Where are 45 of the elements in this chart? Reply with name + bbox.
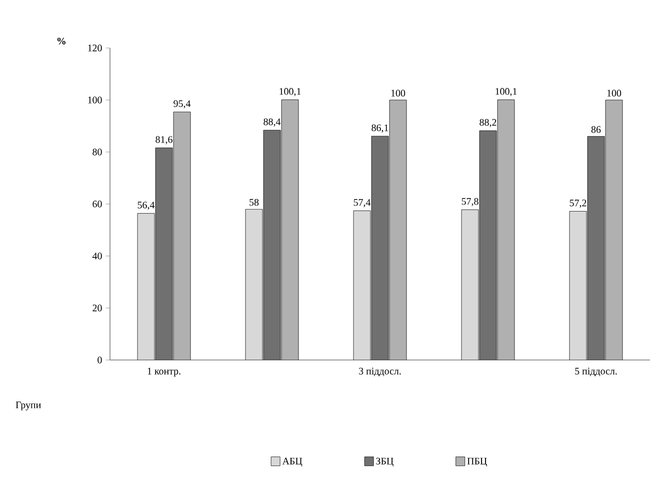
bar [480,130,497,360]
bar [569,211,587,360]
data-label: 56,4 [138,202,155,210]
y-tick-label: 80 [92,148,102,156]
legend-label: ПБЦ [467,458,487,466]
bar [138,213,154,360]
bar [390,100,407,360]
bar [498,100,515,360]
bar [264,130,281,360]
bar [462,210,479,360]
y-tick-label: 60 [92,200,102,208]
bar [174,112,190,360]
bar [246,209,263,360]
y-tick-label: 120 [88,44,102,52]
y-tick-label: 0 [98,356,102,364]
bar [354,210,371,360]
bar [282,100,299,360]
y-tick-label: 40 [92,252,102,260]
data-label: 57,2 [570,200,586,208]
data-label: 88,2 [480,119,496,128]
text: Групи [16,402,41,410]
data-label: 100,1 [496,88,517,96]
data-label: 100,1 [280,88,301,96]
bar [605,100,623,360]
bar [156,148,172,360]
bar [587,136,605,360]
data-label: 58 [250,198,259,206]
data-label: 100 [607,90,622,96]
data-label: 100 [391,90,406,96]
data-label: 95,4 [174,100,191,108]
data-label: 81,6 [156,136,172,144]
y-axis-title: % [57,38,66,44]
data-label: 86 [591,126,601,133]
data-label: 86,1 [372,124,388,133]
x-tick-label: 3 піддосл. [359,368,401,376]
data-label: 57,8 [462,198,478,206]
x-tick-label: 1 контр. [148,368,180,376]
x-tick-label: 5 піддосл. [575,368,617,376]
data-label: 88,4 [264,118,281,127]
data-label: 57,4 [354,199,371,208]
y-tick-label: 20 [92,304,102,312]
y-tick-label: 100 [88,96,102,104]
bar [372,136,389,360]
legend-label: ЗБЦ [376,458,394,467]
legend-label: АБЦ [282,458,302,466]
